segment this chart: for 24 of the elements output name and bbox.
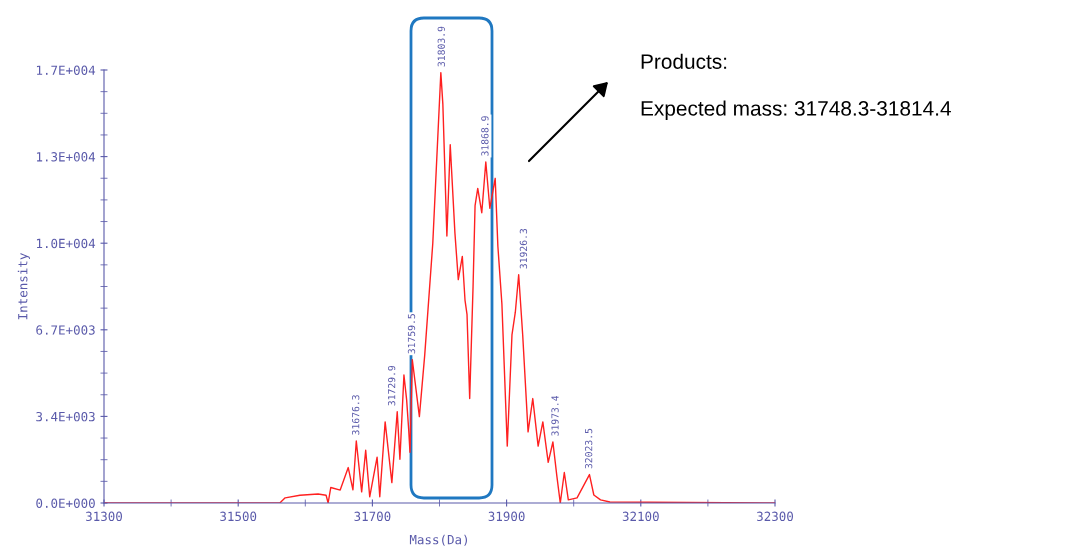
x-tick-label: 31700 (354, 511, 391, 522)
annotation: 31759.5 (407, 314, 416, 354)
annotation: Expected mass: 31748.3-31814.4 (641, 100, 951, 120)
y-tick-label: 3.4E+003 (36, 411, 95, 422)
x-tick-label: 32300 (757, 511, 793, 522)
y-axis-title: Intensity (17, 253, 30, 320)
text: Products: (641, 53, 727, 69)
x-axis-title: Mass(Da) (409, 534, 467, 546)
annotation: 31729.9 (387, 365, 396, 406)
y-tick-label: 0.0E+000 (36, 498, 95, 508)
x-tick-label: 32100 (622, 511, 659, 522)
annotation: 31868.9 (481, 116, 489, 156)
x-tick-label: 31500 (220, 511, 257, 522)
y-tick-label: 1.0E+004 (36, 238, 96, 249)
annotation: 31973.4 (551, 395, 559, 436)
y-tick-label: 1.3E+004 (36, 152, 96, 162)
annotation: 31676.3 (351, 395, 360, 435)
annotation: 32023.5 (584, 428, 593, 469)
y-tick-label: 1.7E+004 (36, 65, 96, 75)
annotation: 31803.9 (437, 26, 445, 67)
x-tick-label: 31300 (86, 511, 122, 522)
annotation: 31926.3 (519, 228, 528, 269)
y-tick-label: 6.7E+003 (36, 325, 95, 335)
x-tick-label: 31900 (488, 511, 525, 522)
